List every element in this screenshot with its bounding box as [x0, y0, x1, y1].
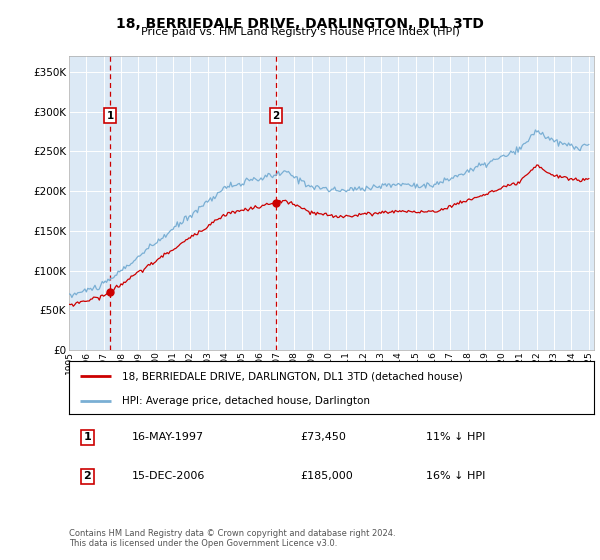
Text: 11% ↓ HPI: 11% ↓ HPI: [426, 432, 485, 442]
Text: 15-DEC-2006: 15-DEC-2006: [132, 472, 205, 482]
Text: 2: 2: [83, 472, 91, 482]
Text: HPI: Average price, detached house, Darlington: HPI: Average price, detached house, Darl…: [121, 396, 370, 406]
Text: 2: 2: [272, 110, 280, 120]
Text: 1: 1: [83, 432, 91, 442]
Text: 16-MAY-1997: 16-MAY-1997: [132, 432, 204, 442]
Text: Price paid vs. HM Land Registry's House Price Index (HPI): Price paid vs. HM Land Registry's House …: [140, 27, 460, 37]
Text: 16% ↓ HPI: 16% ↓ HPI: [426, 472, 485, 482]
Text: 1: 1: [106, 110, 114, 120]
Text: 18, BERRIEDALE DRIVE, DARLINGTON, DL1 3TD (detached house): 18, BERRIEDALE DRIVE, DARLINGTON, DL1 3T…: [121, 371, 462, 381]
Text: £185,000: £185,000: [300, 472, 353, 482]
Text: Contains HM Land Registry data © Crown copyright and database right 2024.: Contains HM Land Registry data © Crown c…: [69, 529, 395, 538]
Text: This data is licensed under the Open Government Licence v3.0.: This data is licensed under the Open Gov…: [69, 539, 337, 548]
Text: £73,450: £73,450: [300, 432, 346, 442]
Text: 18, BERRIEDALE DRIVE, DARLINGTON, DL1 3TD: 18, BERRIEDALE DRIVE, DARLINGTON, DL1 3T…: [116, 17, 484, 31]
